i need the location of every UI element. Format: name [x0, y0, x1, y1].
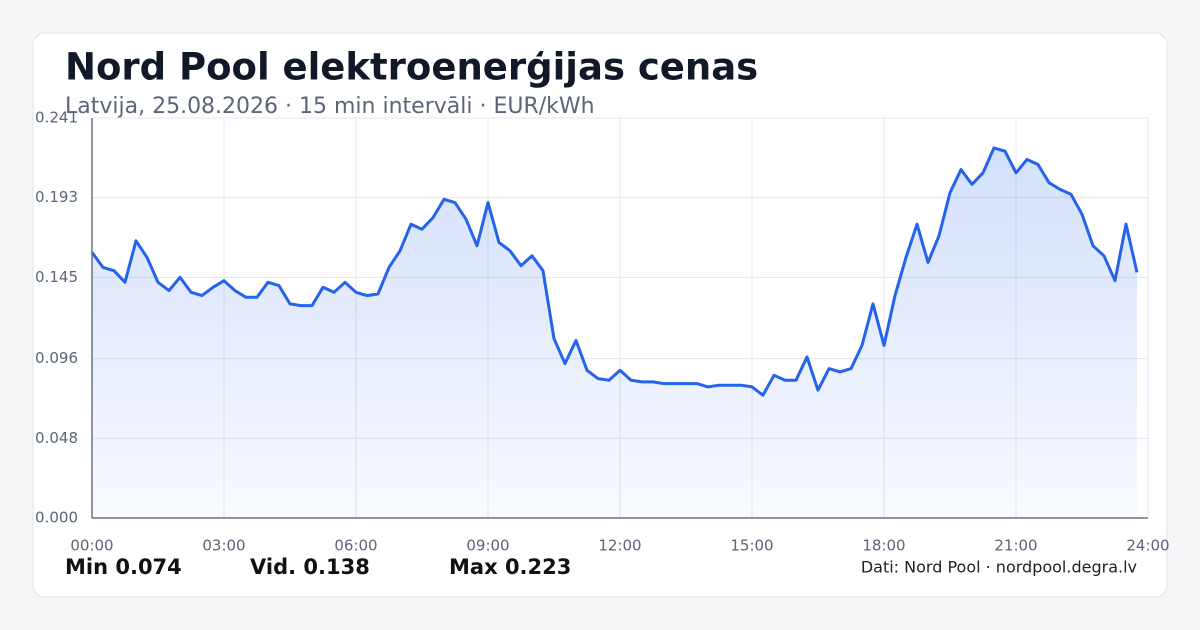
y-tick-label: 0.096	[35, 349, 78, 367]
stat-value: 0.074	[115, 555, 181, 579]
source: Dati: Nord Pool · nordpool.degra.lv	[861, 558, 1137, 577]
chart-title: Nord Pool elektroenerģijas cenas	[65, 46, 758, 89]
stat: Min 0.074	[65, 555, 182, 579]
x-tick-label: 03:00	[202, 537, 245, 555]
x-tick-label: 00:00	[70, 537, 113, 555]
y-tick-label: 0.193	[35, 188, 78, 206]
x-tick-label: 06:00	[334, 537, 377, 555]
x-tick-label: 18:00	[862, 537, 905, 555]
stat-label: Vid.	[250, 555, 296, 579]
price-line	[90, 146, 1139, 397]
x-tick-label: 21:00	[994, 537, 1037, 555]
chart-subtitle: Latvija, 25.08.2026 · 15 min intervāli ·…	[65, 94, 595, 119]
y-tick-label: 0.000	[35, 509, 78, 527]
stat-value: 0.223	[505, 555, 571, 579]
stat-label: Min	[65, 555, 108, 579]
area-fill	[92, 147, 1137, 518]
stat: Max 0.223	[449, 555, 571, 579]
x-tick-label: 12:00	[598, 537, 641, 555]
stat-value: 0.138	[303, 555, 369, 579]
stat-label: Max	[449, 555, 498, 579]
y-tick-label: 0.145	[35, 268, 78, 286]
y-tick-label: 0.048	[35, 429, 78, 447]
x-tick-label: 15:00	[730, 537, 773, 555]
x-tick-label: 09:00	[466, 537, 509, 555]
stat: Vid. 0.138	[250, 555, 370, 579]
x-tick-label: 24:00	[1126, 537, 1169, 555]
y-tick-label: 0.241	[35, 109, 78, 127]
